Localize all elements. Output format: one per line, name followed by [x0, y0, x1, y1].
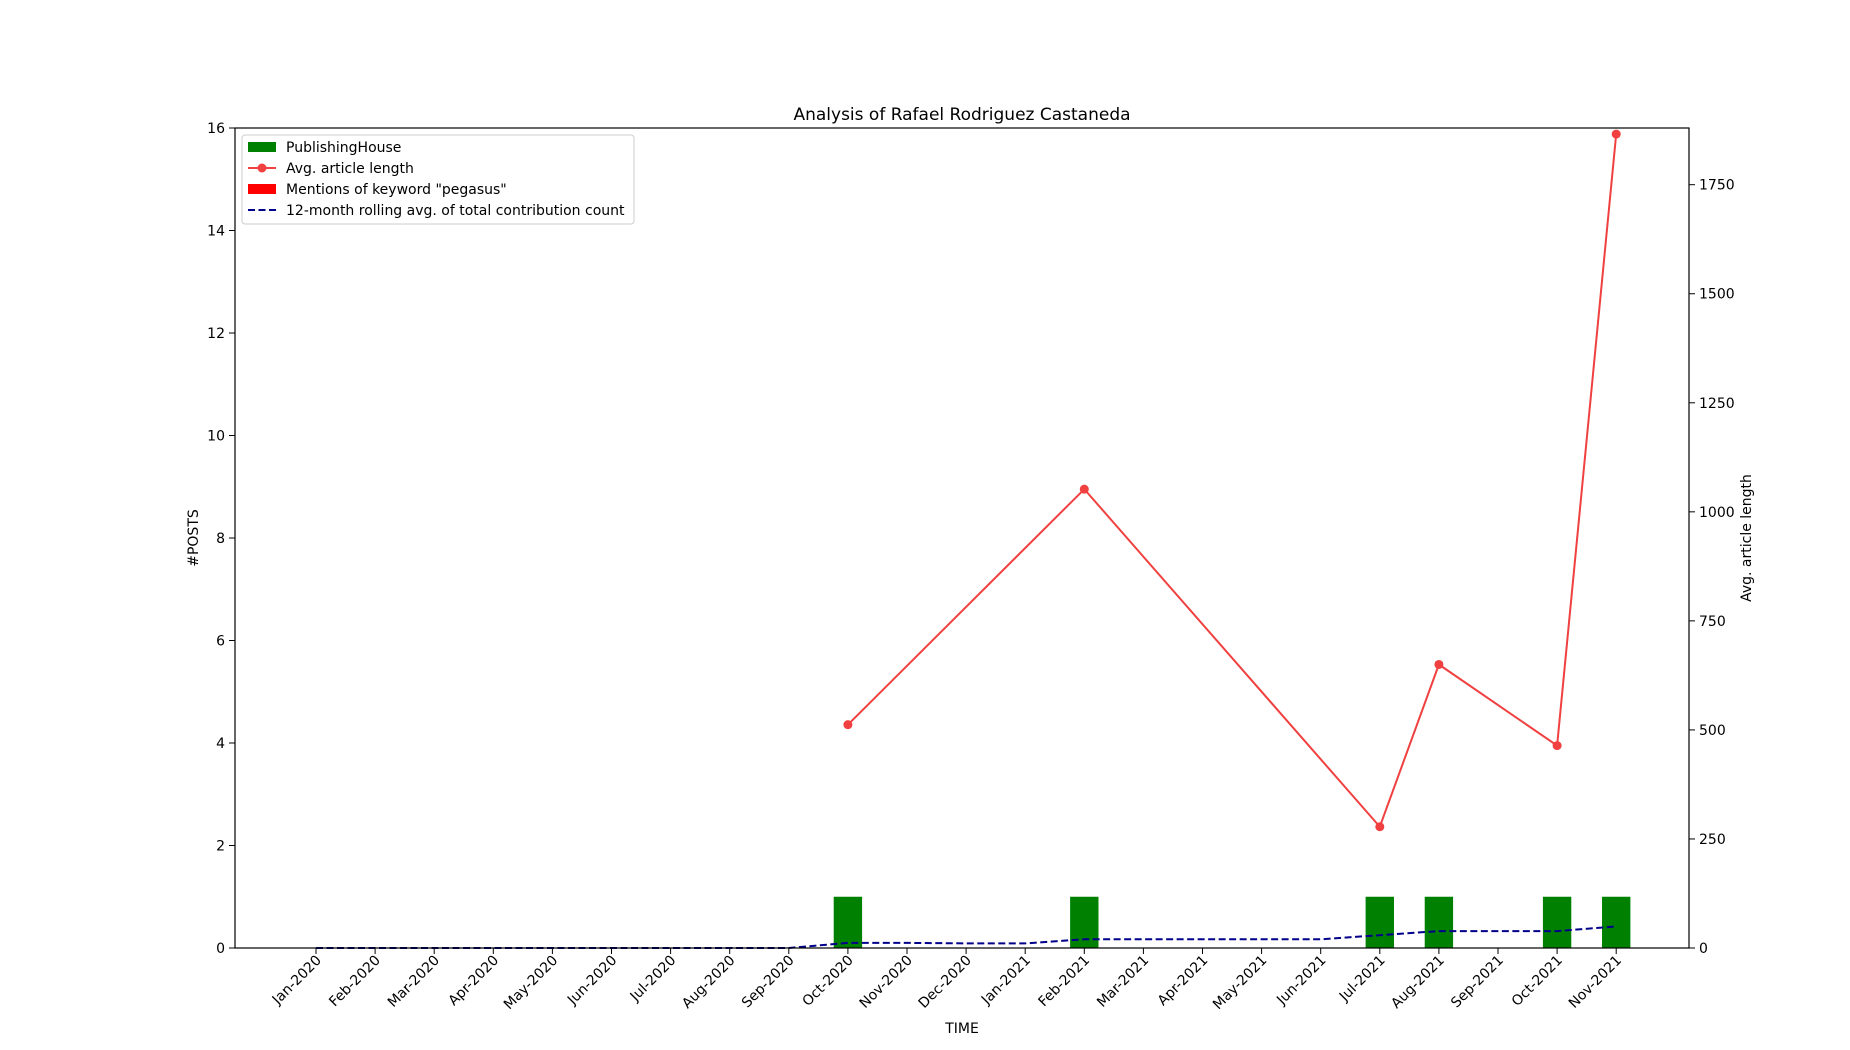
bar-0-Oct-2021 — [1542, 896, 1572, 948]
legend-label-0: PublishingHouse — [286, 140, 401, 156]
x-axis: Jan-2020 Feb-2020 Mar-2020 Apr-2020May-2020… — [269, 948, 1625, 1013]
left-tick-label: 2 — [216, 839, 225, 855]
x-tick-label: Mar-2020 — [385, 953, 443, 1011]
bar-0-Nov-2021 — [1602, 896, 1631, 948]
x-tick-label: May-2021 — [1210, 953, 1270, 1013]
legend-swatch-marker-1 — [257, 163, 267, 173]
left-tick-label: 16 — [207, 121, 225, 137]
bar-0-Jul-2021 — [1365, 896, 1394, 948]
legend-swatch-2 — [248, 184, 276, 194]
left-tick-label: 8 — [216, 531, 225, 547]
left-tick-label: 10 — [207, 429, 225, 445]
bar-0-Oct-2020 — [833, 896, 863, 948]
x-tick-label: Nov-2020 — [857, 953, 916, 1012]
avg-length-point-Oct-2020 — [843, 720, 853, 730]
bars-layer — [833, 896, 1631, 948]
right-tick-label: 1750 — [1699, 178, 1735, 194]
x-tick-label: Apr-2020 — [446, 953, 503, 1010]
avg-length-point-Oct-2021 — [1552, 741, 1562, 751]
x-tick-label: May-2020 — [501, 953, 561, 1013]
left-tick-label: 0 — [216, 941, 225, 957]
x-tick-label: Feb-2020 — [326, 953, 384, 1011]
right-tick-label: 500 — [1699, 723, 1726, 739]
x-tick-label: Oct-2021 — [1509, 953, 1566, 1010]
x-tick-label: Jun-2021 — [1273, 953, 1329, 1009]
right-tick-label: 0 — [1699, 941, 1708, 957]
x-axis-label: TIME — [944, 1021, 979, 1037]
avg-length-line — [847, 134, 1618, 829]
chart-title: Analysis of Rafael Rodriguez Castaneda — [793, 105, 1130, 125]
x-tick-label: Sep-2021 — [1448, 953, 1507, 1012]
lines-layer — [316, 129, 1621, 949]
x-tick-label: Jan-2021 — [978, 953, 1034, 1009]
right-y-axis: 0 250 500 750 1000 1250 1500 1750 — [1689, 178, 1735, 957]
right-tick-label: 250 — [1699, 832, 1726, 848]
right-tick-label: 1250 — [1699, 396, 1735, 412]
x-tick-label: Jan-2020 — [269, 953, 325, 1009]
avg-length-point-Feb-2021 — [1079, 484, 1089, 494]
x-tick-label: Feb-2021 — [1036, 953, 1094, 1011]
legend-label-3: 12-month rolling avg. of total contribut… — [286, 203, 625, 219]
right-y-axis-label: Avg. article length — [1739, 474, 1755, 602]
left-tick-label: 6 — [216, 634, 225, 650]
x-tick-label: Nov-2021 — [1566, 953, 1625, 1012]
left-y-axis-label: #POSTS — [186, 509, 202, 567]
right-tick-label: 750 — [1699, 614, 1726, 630]
avg-length-point-Nov-2021 — [1611, 129, 1621, 139]
x-tick-label: Aug-2021 — [1388, 953, 1447, 1012]
left-tick-label: 14 — [207, 224, 225, 240]
legend: PublishingHouse Avg. article length Mentio… — [241, 134, 635, 225]
left-tick-label: 4 — [216, 736, 225, 752]
right-tick-label: 1000 — [1699, 505, 1735, 521]
x-tick-label: Jun-2020 — [564, 953, 620, 1009]
x-tick-label: Jul-2021 — [1336, 953, 1389, 1006]
x-tick-label: Sep-2020 — [739, 953, 798, 1012]
avg-length-point-Jul-2021 — [1375, 822, 1385, 832]
x-tick-label: Jul-2020 — [627, 953, 680, 1006]
legend-swatch-0 — [248, 142, 276, 152]
legend-label-1: Avg. article length — [286, 161, 414, 177]
x-tick-label: Apr-2021 — [1155, 953, 1212, 1010]
rolling-avg-line — [316, 925, 1617, 949]
plot-frame — [234, 127, 1690, 949]
left-tick-label: 12 — [207, 326, 225, 342]
left-y-axis: 0 2 4 6 8 10 12 14 16 — [207, 121, 235, 957]
x-tick-label: Mar-2021 — [1094, 953, 1152, 1011]
x-tick-label: Dec-2020 — [916, 953, 975, 1012]
x-tick-label: Oct-2020 — [800, 953, 857, 1010]
legend-label-2: Mentions of keyword "pegasus" — [286, 182, 507, 198]
right-tick-label: 1500 — [1699, 287, 1735, 303]
bar-0-Aug-2021 — [1424, 896, 1454, 948]
legend-box — [241, 134, 635, 225]
avg-length-point-Aug-2021 — [1434, 659, 1444, 669]
x-tick-label: Aug-2020 — [679, 953, 738, 1012]
